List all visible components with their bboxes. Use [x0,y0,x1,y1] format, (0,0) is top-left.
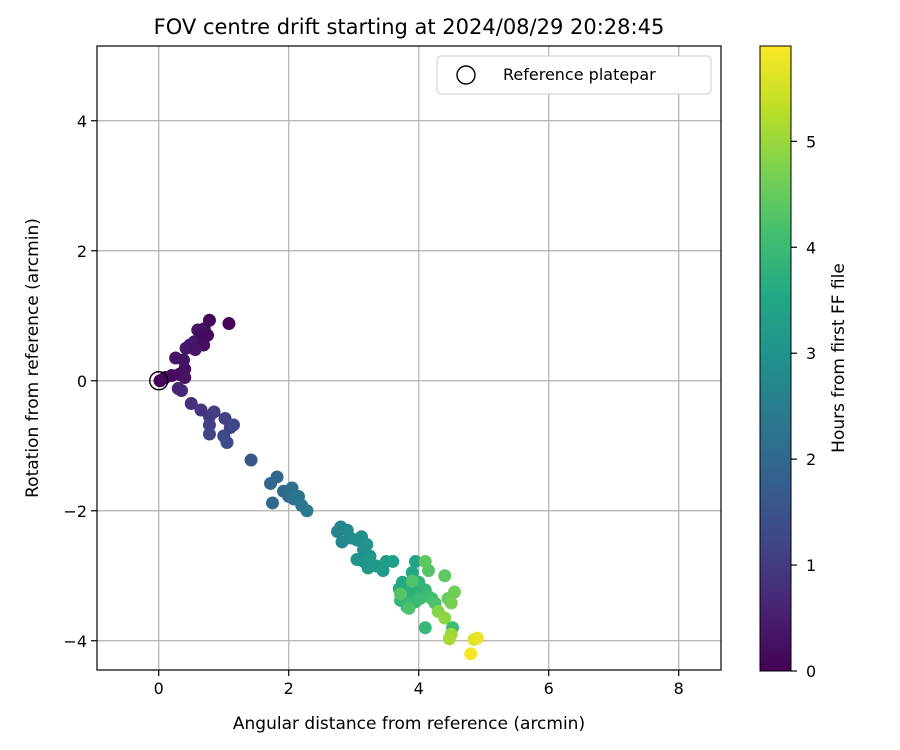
y-tick-label: −2 [63,502,87,521]
legend-box [436,55,712,95]
scatter-point [405,574,419,588]
scatter-point [227,418,240,432]
colorbar-tick-label: 0 [806,662,816,681]
colorbar-tick-label: 4 [806,238,816,257]
scatter-point [202,313,216,327]
scatter-point [470,631,484,645]
scatter-point [244,453,258,467]
y-tick-label: 0 [77,372,87,391]
scatter-point [464,647,478,661]
scatter-point [360,538,374,552]
scatter-point [444,596,458,610]
scatter-point [418,554,432,568]
legend-marker-reference [456,65,476,85]
legend-label-reference: Reference platepar [503,65,656,84]
colorbar-tick-label: 1 [806,556,816,575]
scatter-point [178,371,192,384]
y-tick-label: 4 [77,112,87,131]
colorbar-tick-label: 3 [806,344,816,363]
legend: Reference platepar [436,55,712,95]
x-axis-label: Angular distance from reference (arcmin) [233,714,585,734]
scatter-point [418,621,432,635]
scatter-point [176,353,190,367]
y-tick-label: 2 [77,242,87,261]
scatter-point [184,397,198,410]
scatter-point [266,496,279,510]
x-tick-label: 2 [284,679,294,698]
x-tick-label: 8 [674,679,684,698]
plot-area: 0 2 4 6 8 −4 −2 0 2 4 [63,45,722,698]
scatter-point [175,384,188,397]
y-tick-label: −4 [63,632,87,651]
x-tick-label: 4 [414,679,424,698]
data-points [153,313,484,661]
scatter-point [202,427,216,441]
colorbar-ticks: 0 1 2 3 4 5 [791,132,816,681]
chart-title: FOV centre drift starting at 2024/08/29 … [154,15,665,39]
scatter-point [438,569,452,583]
colorbar-tick-label: 2 [806,450,816,469]
scatter-point [201,328,214,342]
scatter-point [448,585,461,599]
scatter-point [222,317,236,331]
scatter-point [402,601,416,615]
reference-point [149,371,169,391]
scatter-point [409,554,422,568]
scatter-point [188,343,202,357]
scatter-point [220,436,234,449]
colorbar: 0 1 2 3 4 5 Hours from first FF file [759,45,849,681]
scatter-point [207,405,221,419]
grid [97,46,721,670]
colorbar-label: Hours from first FF file [829,263,849,453]
colorbar-gradient [759,45,792,672]
colorbar-tick-label: 5 [806,132,816,151]
scatter-point [438,611,452,625]
scatter-point [363,549,377,563]
y-axis-label: Rotation from reference (arcmin) [23,218,43,498]
x-axis-ticks: 0 2 4 6 8 [154,670,684,698]
scatter-point [442,632,456,646]
scatter-point [270,470,284,484]
x-tick-label: 6 [544,679,554,698]
x-tick-label: 0 [154,679,164,698]
y-axis-ticks: −4 −2 0 2 4 [63,112,97,651]
scatter-point [300,504,314,518]
scatter-point [202,418,216,432]
reference-marker [149,371,169,391]
plot-frame [96,45,722,671]
scatter-point [386,554,400,568]
scatter-point [394,587,408,601]
